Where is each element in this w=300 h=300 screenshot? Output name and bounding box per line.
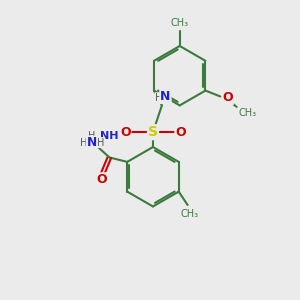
Text: CH₃: CH₃ [238, 108, 256, 118]
Text: CH₃: CH₃ [180, 208, 198, 219]
Text: O: O [223, 92, 233, 104]
Text: O: O [120, 126, 130, 139]
Text: H: H [97, 138, 104, 148]
Text: S: S [148, 125, 158, 139]
Text: N: N [160, 90, 171, 103]
Text: H: H [80, 138, 87, 148]
Text: N: N [86, 136, 97, 149]
Text: O: O [97, 173, 107, 186]
Text: H: H [88, 131, 95, 141]
Text: O: O [175, 126, 186, 139]
Text: H: H [155, 93, 163, 103]
Text: NH: NH [100, 131, 119, 141]
Text: CH₃: CH₃ [171, 17, 189, 28]
